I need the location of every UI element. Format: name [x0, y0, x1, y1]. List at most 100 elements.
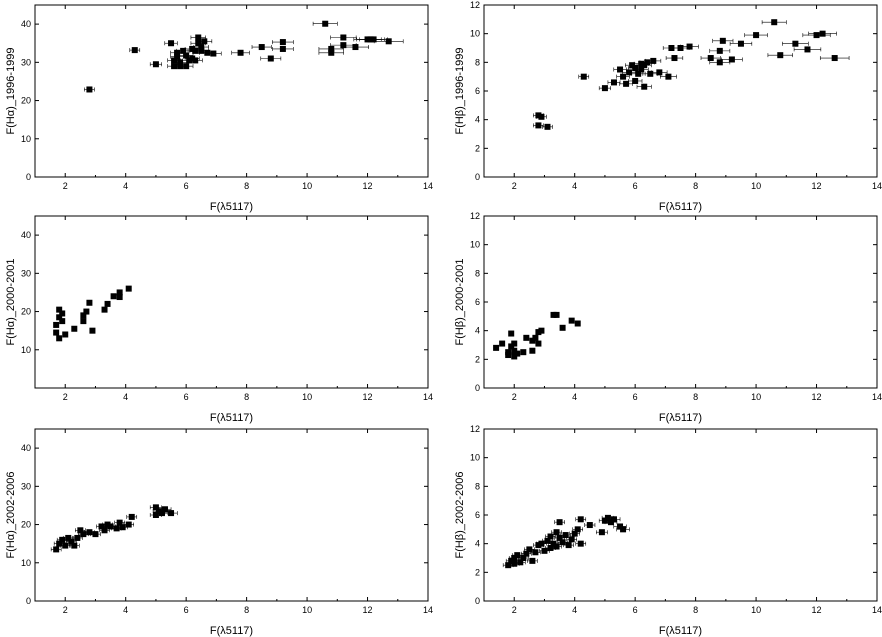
- y-tick-label: 4: [475, 115, 480, 125]
- panel-2: 2 4 6 8 10 12 14 0 2 4 6 8 10 12 F(λ5117) F(Hβ)_1996-19…: [454, 0, 882, 213]
- data-point: [629, 62, 636, 69]
- data-point: [65, 534, 72, 541]
- y-tick-label: 12: [470, 211, 480, 221]
- data-point: [511, 353, 518, 360]
- data-point: [668, 45, 675, 51]
- data-point: [98, 523, 105, 530]
- data-point: [559, 324, 566, 331]
- plot-frame: [34, 215, 429, 389]
- data-point: [322, 20, 329, 27]
- data-point: [626, 69, 633, 76]
- data-point: [113, 525, 120, 532]
- data-point: [508, 343, 515, 350]
- data-point: [532, 549, 539, 556]
- data-point: [198, 47, 205, 54]
- y-tick-label: 30: [21, 57, 31, 67]
- x-tick-label: 2: [512, 181, 517, 191]
- data-point: [623, 80, 630, 87]
- data-point: [201, 38, 208, 45]
- x-tick-label: 12: [812, 181, 822, 191]
- data-point: [68, 538, 75, 545]
- data-point: [753, 32, 760, 39]
- data-point: [523, 334, 530, 341]
- x-tick-label: 2: [512, 392, 517, 402]
- data-point: [189, 55, 196, 62]
- data-point: [508, 557, 515, 564]
- data-point: [665, 73, 672, 80]
- data-point: [620, 526, 627, 533]
- data-point: [556, 534, 563, 541]
- data-point: [598, 529, 605, 536]
- data-point: [529, 337, 536, 344]
- y-tick-label: 30: [21, 268, 31, 278]
- x-tick-label: 2: [63, 392, 68, 402]
- data-point: [777, 52, 784, 59]
- data-point: [340, 34, 347, 41]
- data-point: [168, 510, 175, 517]
- data-point: [650, 57, 657, 64]
- data-point: [716, 47, 723, 54]
- data-point: [517, 559, 524, 566]
- data-point: [771, 19, 778, 26]
- x-tick-label: 14: [872, 181, 882, 191]
- data-point: [535, 122, 542, 129]
- data-point: [125, 285, 132, 292]
- y-tick-label: 8: [475, 57, 480, 67]
- y-tick-label: 0: [475, 172, 480, 182]
- data-point: [56, 335, 63, 342]
- data-point: [586, 522, 593, 529]
- data-point: [553, 543, 560, 550]
- data-point: [792, 40, 799, 47]
- data-point: [493, 344, 500, 351]
- y-tick-label: 2: [475, 567, 480, 577]
- y-tick-label: 0: [475, 596, 480, 606]
- x-tick-label: 10: [751, 181, 761, 191]
- x-tick-label: 8: [693, 605, 698, 615]
- data-point: [59, 318, 66, 325]
- y-axis-title: F(Hα)_1996-1999: [5, 47, 17, 134]
- y-tick-label: 40: [21, 443, 31, 453]
- data-point: [62, 542, 69, 549]
- data-point: [535, 542, 542, 549]
- data-point: [183, 63, 190, 70]
- x-tick-label: 12: [812, 605, 822, 615]
- data-point: [104, 300, 111, 307]
- data-point: [538, 540, 545, 547]
- data-point: [632, 65, 639, 72]
- data-point: [83, 308, 90, 315]
- data-point: [529, 347, 536, 354]
- panel-3: 2 4 6 8 10 12 14 10 20 30 40 F(λ5117) F(Hα)_2000-200…: [5, 215, 433, 424]
- y-axis-title: F(Hβ)_2002-2006: [454, 471, 466, 558]
- data-point: [258, 44, 265, 51]
- data-point: [59, 536, 66, 543]
- plot-frame: [483, 215, 878, 389]
- x-axis-title: F(λ5117): [659, 625, 702, 637]
- plot-frame: [34, 4, 429, 178]
- data-point: [529, 557, 536, 564]
- data-point: [204, 49, 211, 56]
- plot-frame: [34, 428, 429, 602]
- x-tick-label: 8: [244, 605, 249, 615]
- data-point: [511, 555, 518, 561]
- x-tick-label: 10: [302, 392, 312, 402]
- data-point: [610, 516, 617, 523]
- x-tick-label: 12: [363, 392, 373, 402]
- data-point: [553, 311, 560, 318]
- x-tick-label: 14: [423, 605, 433, 615]
- y-tick-label: 10: [470, 453, 480, 463]
- x-tick-label: 4: [572, 392, 577, 402]
- data-point: [131, 47, 138, 54]
- x-tick-label: 14: [872, 392, 882, 402]
- y-tick-label: 4: [475, 539, 480, 549]
- data-point: [541, 547, 548, 554]
- y-tick-label: 10: [21, 134, 31, 144]
- x-tick-label: 10: [751, 392, 761, 402]
- y-tick-label: 2: [475, 354, 480, 364]
- data-point: [198, 44, 205, 51]
- x-tick-label: 8: [693, 392, 698, 402]
- panel-4: 2 4 6 8 10 12 14 0 2 4 6 8 10 12 F(λ5117) F(Hβ)_2000-20…: [454, 211, 882, 424]
- data-point: [813, 32, 820, 39]
- data-point: [601, 85, 608, 92]
- panel-1: 2 4 6 8 10 12 14 0 10 20 30 40 F(λ5117) F(Hα)_1996-19…: [5, 4, 433, 213]
- x-axis-title: F(λ5117): [659, 201, 702, 213]
